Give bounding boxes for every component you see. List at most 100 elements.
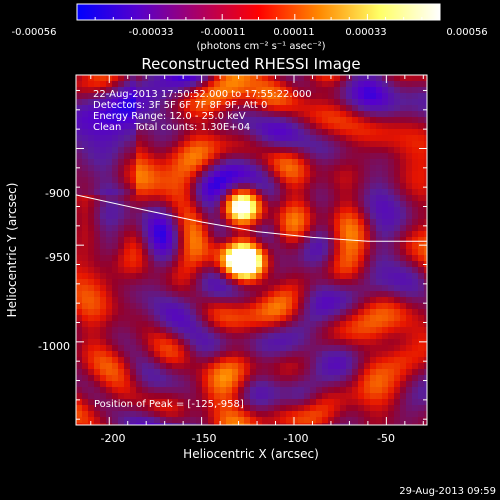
heatmap-cell	[88, 267, 94, 273]
heatmap-cell	[388, 219, 394, 225]
heatmap-cell	[256, 189, 262, 195]
heatmap-cell	[322, 315, 328, 321]
heatmap-cell	[376, 243, 382, 249]
heatmap-cell	[88, 123, 94, 129]
heatmap-cell	[136, 81, 142, 87]
heatmap-cell	[136, 75, 142, 81]
heatmap-cell	[280, 135, 286, 141]
heatmap-cell	[376, 237, 382, 243]
heatmap-cell	[286, 201, 292, 207]
heatmap-cell	[220, 195, 226, 201]
heatmap-cell	[280, 177, 286, 183]
heatmap-cell	[166, 123, 172, 129]
heatmap-cell	[274, 159, 280, 165]
heatmap-cell	[334, 75, 340, 81]
heatmap-cell	[76, 105, 82, 111]
heatmap-cell	[256, 339, 262, 345]
heatmap-cell	[280, 171, 286, 177]
heatmap-cell	[268, 87, 274, 93]
heatmap-cell	[166, 261, 172, 267]
heatmap-cell	[388, 279, 394, 285]
heatmap-cell	[250, 393, 256, 399]
heatmap-cell	[304, 261, 310, 267]
heatmap-cell	[250, 219, 256, 225]
heatmap-cell	[238, 321, 244, 327]
heatmap-cell	[274, 375, 280, 381]
heatmap-cell	[226, 363, 232, 369]
heatmap-cell	[172, 117, 178, 123]
heatmap-cell	[88, 309, 94, 315]
heatmap-cell	[256, 105, 262, 111]
heatmap-cell	[208, 135, 214, 141]
heatmap-cell	[136, 291, 142, 297]
heatmap-cell	[232, 387, 238, 393]
heatmap-cell	[88, 393, 94, 399]
heatmap-cell	[358, 207, 364, 213]
heatmap-cell	[352, 297, 358, 303]
heatmap-cell	[124, 111, 130, 117]
x-axis-label: Heliocentric X (arcsec)	[183, 447, 319, 461]
heatmap-cell	[190, 303, 196, 309]
heatmap-cell	[400, 345, 406, 351]
heatmap-cell	[418, 285, 424, 291]
heatmap-cell	[136, 357, 142, 363]
heatmap-cell	[382, 339, 388, 345]
heatmap-cell	[250, 297, 256, 303]
heatmap-cell	[382, 87, 388, 93]
heatmap-cell	[298, 387, 304, 393]
heatmap-cell	[214, 213, 220, 219]
heatmap-cell	[388, 393, 394, 399]
heatmap-cell	[160, 129, 166, 135]
heatmap-cell	[160, 177, 166, 183]
heatmap-cell	[268, 381, 274, 387]
heatmap-cell	[250, 93, 256, 99]
heatmap-cell	[262, 357, 268, 363]
heatmap-cell	[400, 153, 406, 159]
heatmap-cell	[136, 201, 142, 207]
heatmap-cell	[376, 231, 382, 237]
heatmap-cell	[124, 75, 130, 81]
heatmap-cell	[220, 219, 226, 225]
heatmap-cell	[262, 261, 268, 267]
heatmap-cell	[286, 111, 292, 117]
heatmap-cell	[214, 345, 220, 351]
heatmap-cell	[94, 423, 100, 425]
heatmap-cell	[322, 111, 328, 117]
heatmap-cell	[208, 81, 214, 87]
heatmap-cell	[208, 93, 214, 99]
heatmap-cell	[304, 375, 310, 381]
heatmap-cell	[286, 297, 292, 303]
heatmap-cell	[130, 309, 136, 315]
heatmap-cell	[334, 285, 340, 291]
heatmap-cell	[412, 171, 418, 177]
heatmap-cell	[418, 411, 424, 417]
heatmap-cell	[364, 273, 370, 279]
heatmap-cell	[340, 147, 346, 153]
heatmap-cell	[244, 363, 250, 369]
heatmap-cell	[172, 171, 178, 177]
heatmap-cell	[172, 177, 178, 183]
heatmap-cell	[196, 405, 202, 411]
heatmap-cell	[394, 147, 400, 153]
heatmap-cell	[184, 345, 190, 351]
heatmap-cell	[244, 99, 250, 105]
heatmap-cell	[304, 225, 310, 231]
heatmap-cell	[406, 213, 412, 219]
heatmap-cell	[388, 237, 394, 243]
heatmap-cell	[142, 321, 148, 327]
heatmap-cell	[178, 99, 184, 105]
heatmap-cell	[400, 195, 406, 201]
heatmap-cell	[274, 87, 280, 93]
heatmap-cell	[172, 189, 178, 195]
heatmap-cell	[280, 75, 286, 81]
heatmap-cell	[226, 375, 232, 381]
heatmap-cell	[358, 423, 364, 425]
heatmap-cell	[142, 351, 148, 357]
heatmap-cell	[88, 303, 94, 309]
heatmap-cell	[376, 207, 382, 213]
heatmap-cell	[358, 243, 364, 249]
heatmap-cell	[286, 255, 292, 261]
heatmap-cell	[148, 267, 154, 273]
heatmap-cell	[418, 333, 424, 339]
heatmap-cell	[118, 153, 124, 159]
